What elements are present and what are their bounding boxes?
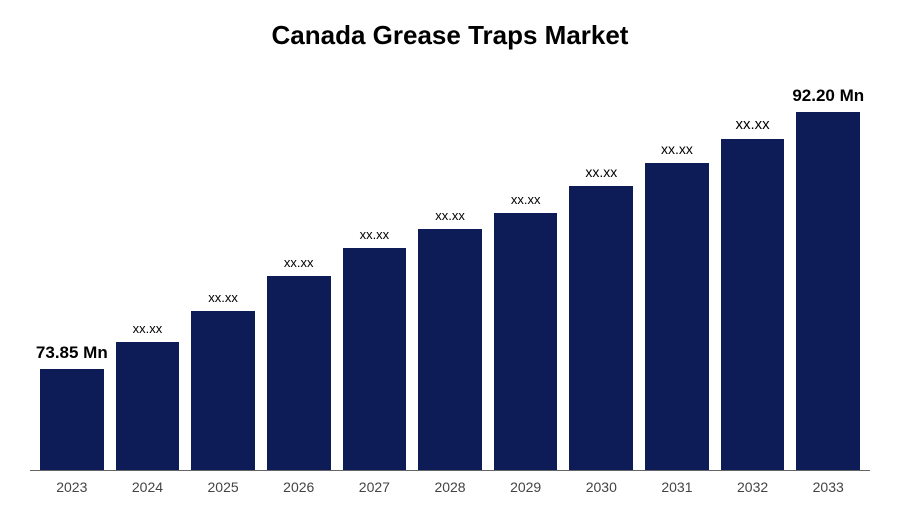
bar [116, 342, 180, 470]
bar-group: xx.xx [191, 81, 255, 470]
plot-area: 73.85 Mn xx.xx xx.xx xx.xx xx.xx xx.xx xx.xx xx… [30, 81, 870, 471]
x-axis-tick: 2028 [418, 479, 482, 495]
bar [267, 276, 331, 471]
x-axis-tick: 2030 [569, 479, 633, 495]
bar-group: xx.xx [569, 81, 633, 470]
bar [343, 248, 407, 470]
bar [645, 163, 709, 470]
bar-value-label: xx.xx [208, 290, 238, 305]
bar-value-label: 92.20 Mn [792, 86, 864, 106]
bar-group: 92.20 Mn [796, 81, 860, 470]
bar-group: xx.xx [721, 81, 785, 470]
x-axis-tick: 2031 [645, 479, 709, 495]
bar-value-label: xx.xx [435, 208, 465, 223]
bar-value-label: xx.xx [511, 192, 541, 207]
bar [418, 229, 482, 470]
chart-container: Canada Grease Traps Market 73.85 Mn xx.xx… [0, 0, 900, 525]
x-axis-tick: 2024 [116, 479, 180, 495]
bar [494, 213, 558, 470]
bar-value-label: xx.xx [585, 164, 617, 180]
bar-group: xx.xx [645, 81, 709, 470]
bar-value-label: xx.xx [133, 321, 163, 336]
bar [569, 186, 633, 470]
x-axis-tick: 2025 [191, 479, 255, 495]
bar-group: xx.xx [267, 81, 331, 470]
x-axis-tick: 2033 [796, 479, 860, 495]
bar-value-label: xx.xx [360, 227, 390, 242]
x-axis: 2023 2024 2025 2026 2027 2028 2029 2030 2031 2032… [30, 471, 870, 495]
x-axis-tick: 2027 [343, 479, 407, 495]
x-axis-tick: 2023 [40, 479, 104, 495]
x-axis-tick: 2029 [494, 479, 558, 495]
bar-value-label: xx.xx [661, 141, 693, 157]
bar [721, 139, 785, 470]
bar [40, 369, 104, 470]
bar-group: xx.xx [116, 81, 180, 470]
bar-group: 73.85 Mn [40, 81, 104, 470]
x-axis-tick: 2026 [267, 479, 331, 495]
bar-value-label: xx.xx [284, 255, 314, 270]
x-axis-tick: 2032 [721, 479, 785, 495]
bar [191, 311, 255, 470]
bar-group: xx.xx [343, 81, 407, 470]
bar-value-label: xx.xx [735, 116, 769, 133]
bar-group: xx.xx [494, 81, 558, 470]
bar [796, 112, 860, 470]
bar-value-label: 73.85 Mn [36, 343, 108, 363]
bar-group: xx.xx [418, 81, 482, 470]
chart-title: Canada Grease Traps Market [30, 20, 870, 51]
